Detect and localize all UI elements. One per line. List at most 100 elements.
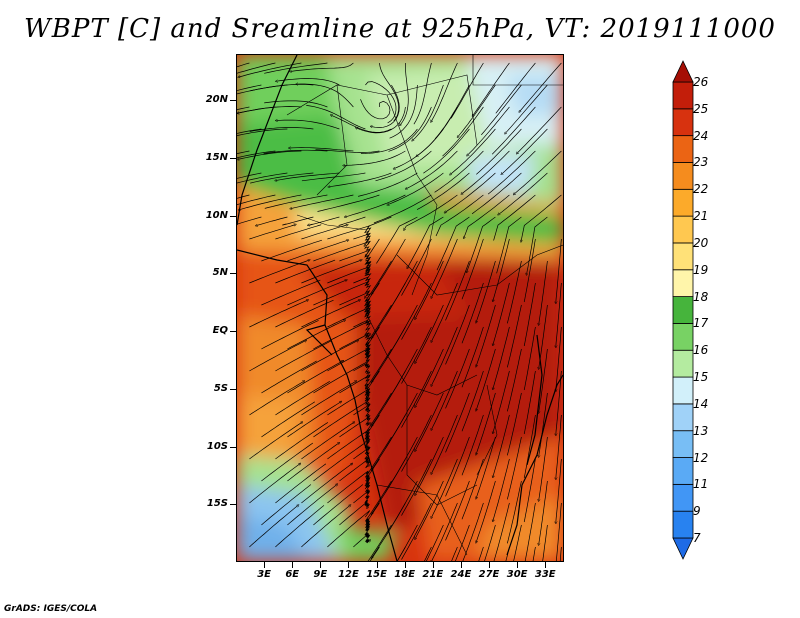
- streamline: [445, 304, 470, 365]
- streamline: [556, 370, 562, 435]
- streamline: [442, 106, 484, 157]
- streamline: [275, 380, 330, 416]
- streamline: [372, 414, 406, 470]
- streamline: [432, 458, 458, 518]
- colorbar-label: 22: [693, 182, 709, 197]
- streamline: [539, 480, 548, 544]
- streamline: [413, 84, 444, 140]
- colorbar-label: 17: [693, 316, 709, 331]
- streamline: [329, 172, 392, 187]
- streamline: [353, 403, 371, 419]
- streamline: [275, 422, 329, 460]
- streamline: [495, 62, 536, 114]
- streamline: [371, 84, 400, 128]
- streamline: [249, 84, 314, 92]
- streamline: [249, 505, 298, 548]
- streamline: [432, 502, 458, 561]
- lat-tick-mark: [230, 388, 236, 390]
- streamline: [249, 127, 314, 132]
- streamline: [476, 128, 522, 175]
- streamline: [506, 392, 522, 456]
- streamline: [476, 480, 496, 542]
- streamline: [301, 505, 350, 548]
- streamline: [467, 106, 510, 155]
- streamline: [317, 194, 380, 212]
- streamline: [539, 304, 548, 368]
- colorbar-label: 21: [693, 209, 709, 224]
- streamline: [315, 149, 380, 153]
- colorbar-label: 25: [693, 101, 709, 116]
- lon-tick-mark: [264, 562, 266, 568]
- colorbar-label: 9: [693, 504, 701, 519]
- streamline: [458, 84, 496, 137]
- streamline: [331, 115, 392, 133]
- streamline: [445, 480, 470, 541]
- streamline: [372, 370, 406, 426]
- streamline: [401, 370, 432, 428]
- colorbar-segment: [672, 296, 694, 324]
- colorbar-label: 14: [693, 396, 709, 411]
- streamlines: [237, 62, 562, 561]
- lon-tick-label: 21E: [422, 569, 444, 580]
- streamline: [375, 150, 432, 182]
- streamline: [493, 238, 510, 301]
- colorbar-segment: [672, 510, 694, 539]
- streamline: [376, 216, 418, 264]
- streamline: [523, 414, 536, 479]
- lat-tick-mark: [230, 215, 236, 217]
- lat-tick-label: 10S: [206, 440, 228, 452]
- streamline: [517, 106, 562, 153]
- streamline: [523, 326, 536, 391]
- streamline: [301, 172, 366, 182]
- streamline: [306, 105, 366, 130]
- streamline: [521, 194, 562, 241]
- streamline: [263, 149, 328, 154]
- lon-tick-mark: [517, 562, 519, 568]
- streamline: [450, 62, 484, 119]
- streamline: [353, 447, 370, 461]
- streamline: [556, 414, 562, 479]
- streamline: [301, 225, 347, 240]
- lat-tick-mark: [230, 157, 236, 159]
- streamline: [499, 172, 548, 214]
- streamline: [364, 238, 380, 274]
- streamline: [462, 502, 484, 561]
- colorbar-label: 15: [693, 370, 709, 385]
- streamline: [445, 436, 470, 497]
- streamline: [239, 194, 302, 210]
- streamline: [424, 546, 432, 561]
- streamline: [432, 238, 458, 298]
- streamline: [555, 502, 562, 561]
- streamline: [401, 326, 432, 384]
- streamline: [360, 99, 391, 120]
- streamline: [327, 389, 371, 416]
- lon-tick-label: 33E: [534, 569, 556, 580]
- streamline: [264, 62, 328, 74]
- streamline: [539, 436, 548, 500]
- streamline: [556, 326, 562, 391]
- streamline: [249, 260, 309, 284]
- streamline: [461, 458, 484, 520]
- streamline: [239, 62, 302, 77]
- lon-tick-label: 18E: [394, 569, 416, 580]
- colorbar: [672, 60, 694, 560]
- streamline: [290, 148, 354, 152]
- streamline: [277, 78, 340, 86]
- streamline: [372, 502, 406, 558]
- chart-title: WBPT [C] and Sreamline at 925hPa, VT: 20…: [24, 14, 776, 44]
- colorbar-label: 26: [693, 75, 709, 89]
- streamline: [404, 194, 458, 230]
- streamline: [556, 282, 562, 347]
- streamline: [502, 128, 548, 174]
- streamline: [275, 224, 322, 240]
- streamline: [364, 522, 371, 537]
- map-panel: [236, 54, 564, 562]
- lat-tick-label: EQ: [212, 325, 228, 337]
- streamline: [338, 216, 366, 226]
- streamline: [249, 464, 300, 504]
- streamline: [301, 260, 361, 284]
- streamline: [237, 62, 250, 68]
- streamline: [542, 524, 548, 561]
- streamline: [451, 546, 458, 561]
- lat-tick-label: 15S: [206, 498, 228, 510]
